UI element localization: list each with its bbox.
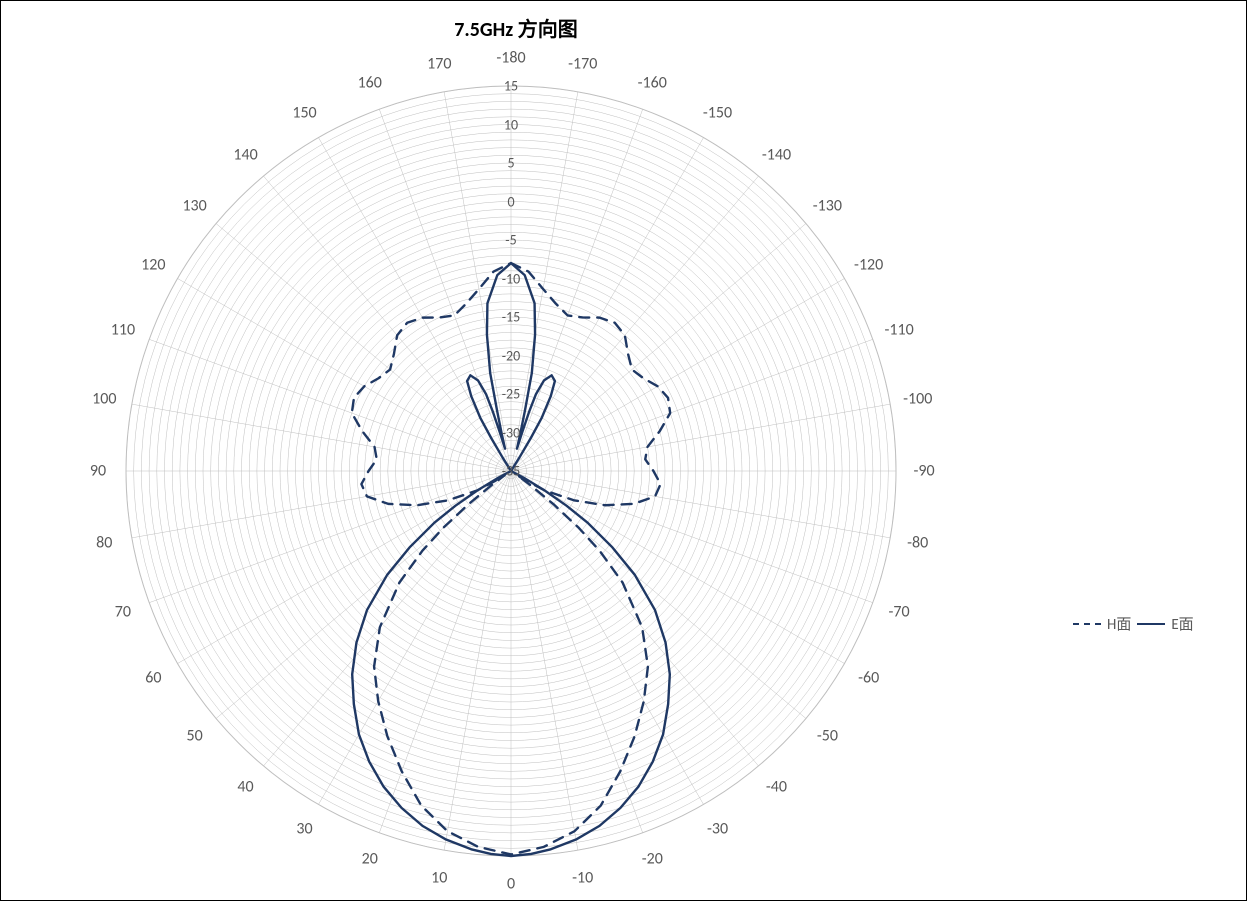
grid-spoke <box>264 471 511 766</box>
angle-label: 120 <box>141 255 165 274</box>
angle-label: 90 <box>90 462 106 481</box>
grid-spoke <box>444 471 511 850</box>
legend-label: E面 <box>1171 613 1193 634</box>
grid-spoke <box>132 404 511 471</box>
legend-swatch <box>1137 623 1165 625</box>
radial-label: 0 <box>507 193 514 210</box>
grid-spoke <box>511 471 578 850</box>
angle-label: 60 <box>145 668 161 687</box>
angle-label: -60 <box>858 668 879 687</box>
angle-label: -70 <box>889 603 910 622</box>
angle-label: -170 <box>568 55 597 74</box>
angle-label: 70 <box>115 603 131 622</box>
legend-swatch <box>1073 623 1101 625</box>
polar-plot <box>1 1 1247 902</box>
grid-spoke <box>511 176 758 471</box>
grid-spoke <box>511 471 758 766</box>
radial-label: -30 <box>502 424 520 441</box>
angle-label: -20 <box>642 850 663 869</box>
angle-label: -40 <box>766 778 787 797</box>
angle-label: 100 <box>92 390 116 409</box>
grid-spoke <box>264 176 511 471</box>
radial-label: 15 <box>504 78 518 95</box>
angle-label: 130 <box>182 196 206 215</box>
angle-label: -150 <box>703 104 732 123</box>
legend: H面 E面 <box>1073 613 1194 634</box>
angle-label: 150 <box>292 104 316 123</box>
angle-label: 40 <box>237 778 253 797</box>
radial-label: -10 <box>502 270 520 287</box>
angle-label: -120 <box>854 255 883 274</box>
angle-label: 160 <box>358 73 382 92</box>
angle-label: 30 <box>296 819 312 838</box>
angle-label: -80 <box>907 533 928 552</box>
grid-spoke <box>216 471 511 718</box>
legend-label: H面 <box>1107 613 1131 634</box>
angle-label: -30 <box>707 819 728 838</box>
angle-label: -100 <box>903 390 932 409</box>
angle-label: 50 <box>187 727 203 746</box>
radial-label: -20 <box>502 347 520 364</box>
angle-label: 0 <box>507 875 515 894</box>
angle-label: -180 <box>496 49 525 68</box>
angle-label: -130 <box>813 196 842 215</box>
radial-label: -15 <box>502 309 520 326</box>
grid-spoke <box>511 404 890 471</box>
angle-label: 110 <box>111 320 135 339</box>
angle-label: -140 <box>762 145 791 164</box>
angle-label: -10 <box>572 868 593 887</box>
angle-label: 170 <box>427 55 451 74</box>
radial-label: 5 <box>507 155 514 172</box>
angle-label: 140 <box>233 145 257 164</box>
angle-label: -110 <box>884 320 913 339</box>
grid-spoke <box>511 471 806 718</box>
angle-label: -160 <box>638 73 667 92</box>
grid-spoke <box>511 471 890 538</box>
radial-label: -5 <box>505 232 516 249</box>
angle-label: 80 <box>96 533 112 552</box>
angle-label: 10 <box>431 868 447 887</box>
radial-label: -25 <box>502 386 520 403</box>
angle-label: -90 <box>913 462 934 481</box>
radial-label: -35 <box>502 463 520 480</box>
angle-label: -50 <box>817 727 838 746</box>
angle-label: 20 <box>362 850 378 869</box>
grid-spoke <box>132 471 511 538</box>
chart-container: 7.5GHz 方向图 -180-170-160-150-140-130-120-… <box>0 0 1247 901</box>
radial-label: 10 <box>504 116 518 133</box>
